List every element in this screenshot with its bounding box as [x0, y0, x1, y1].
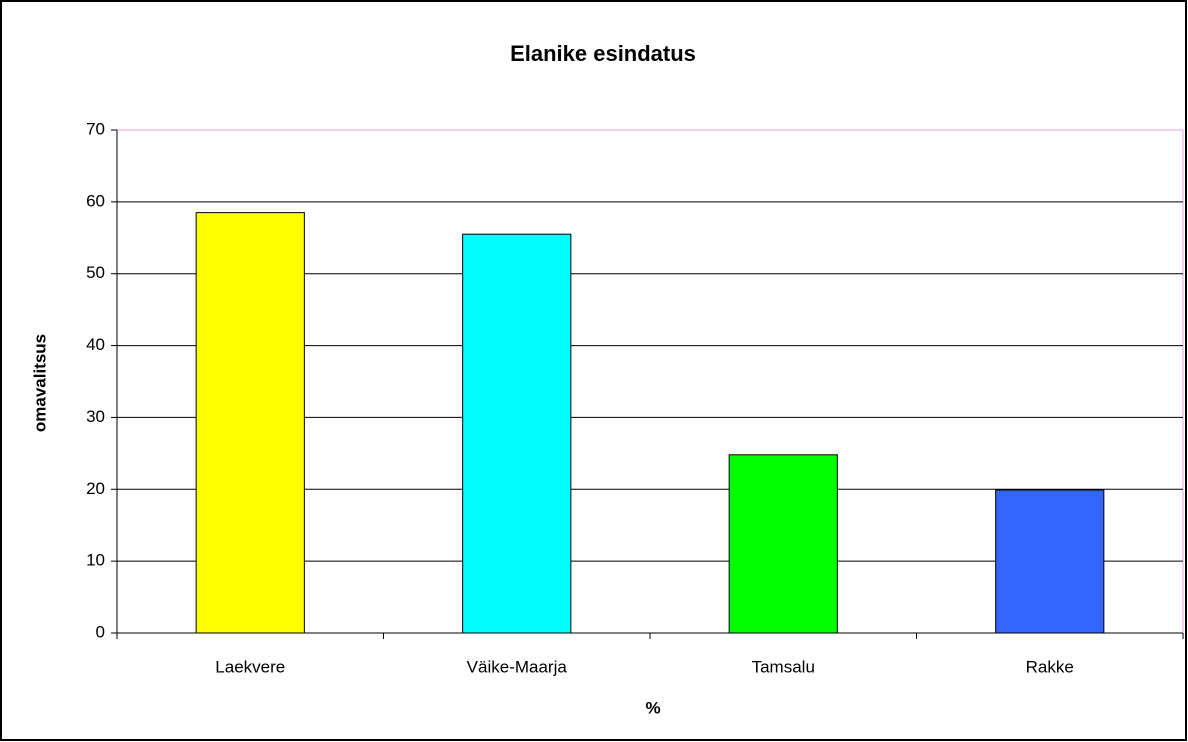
y-tick-label: 10 — [86, 551, 105, 570]
y-tick-label: 30 — [86, 407, 105, 426]
y-tick-label: 40 — [86, 335, 105, 354]
y-tick-label: 70 — [86, 119, 105, 138]
x-tick-label: Tamsalu — [752, 657, 815, 676]
bar — [728, 454, 838, 634]
x-tick-label: Väike-Maarja — [467, 657, 568, 676]
chart-title: Elanike esindatus — [510, 41, 696, 66]
y-tick-label: 20 — [86, 479, 105, 498]
y-tick-label: 0 — [96, 622, 105, 641]
bar — [462, 233, 572, 634]
x-tick-label: Rakke — [1026, 657, 1074, 676]
bar — [195, 212, 305, 634]
y-tick-label: 60 — [86, 191, 105, 210]
y-axis-title: omavalitsus — [30, 334, 49, 432]
bar — [995, 489, 1105, 634]
x-tick-label: Laekvere — [215, 657, 285, 676]
x-axis-title: % — [645, 698, 660, 717]
y-tick-label: 50 — [86, 263, 105, 282]
